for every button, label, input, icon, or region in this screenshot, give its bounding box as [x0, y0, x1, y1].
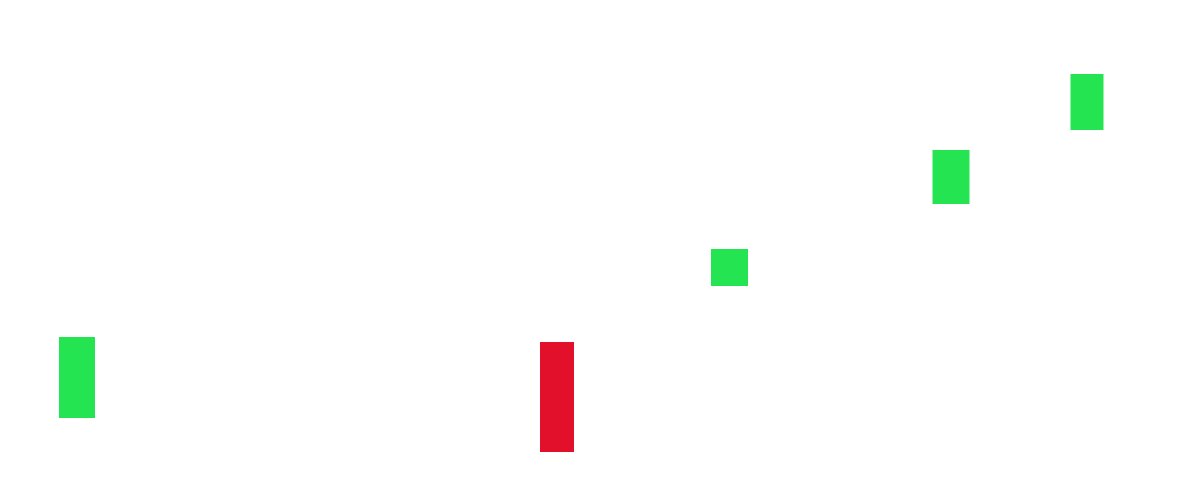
candle-body-1-up: [59, 337, 95, 418]
candle-body-4-up: [932, 150, 970, 204]
candles-layer: [59, 74, 1104, 452]
candle-body-5-up: [1070, 74, 1104, 130]
candle-body-2-down: [540, 342, 574, 452]
candle-body-3-up: [711, 249, 748, 286]
